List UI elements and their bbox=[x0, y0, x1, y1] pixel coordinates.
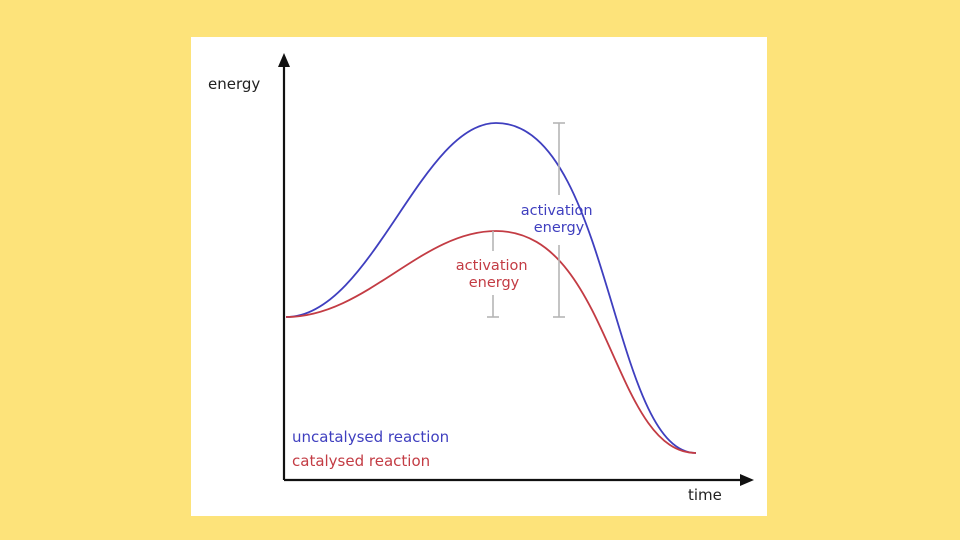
cat-ae-line2: energy bbox=[469, 275, 520, 291]
cat-ae-line1: activation bbox=[456, 258, 528, 274]
uncat-ae-line2: energy bbox=[534, 220, 585, 236]
y-axis-label: energy bbox=[208, 75, 260, 93]
y-axis-arrow-icon bbox=[278, 53, 290, 67]
legend-uncatalysed: uncatalysed reaction bbox=[292, 428, 449, 446]
catalysed-activation-energy-label: activation energy bbox=[456, 258, 532, 291]
uncatalysed-activation-energy-label: activation energy bbox=[521, 203, 597, 236]
energy-profile-diagram: energy time activation energy activation… bbox=[208, 53, 754, 504]
catalysed-activation-energy-bracket bbox=[487, 231, 499, 318]
uncatalysed-curve bbox=[285, 122, 697, 454]
uncat-ae-line1: activation bbox=[521, 203, 593, 219]
catalysed-curve bbox=[285, 230, 697, 454]
legend-catalysed: catalysed reaction bbox=[292, 452, 430, 470]
x-axis-arrow-icon bbox=[740, 474, 754, 486]
uncatalysed-activation-energy-bracket bbox=[553, 122, 565, 318]
x-axis-label: time bbox=[688, 486, 722, 504]
diagram-card: energy time activation energy activation… bbox=[191, 37, 767, 516]
